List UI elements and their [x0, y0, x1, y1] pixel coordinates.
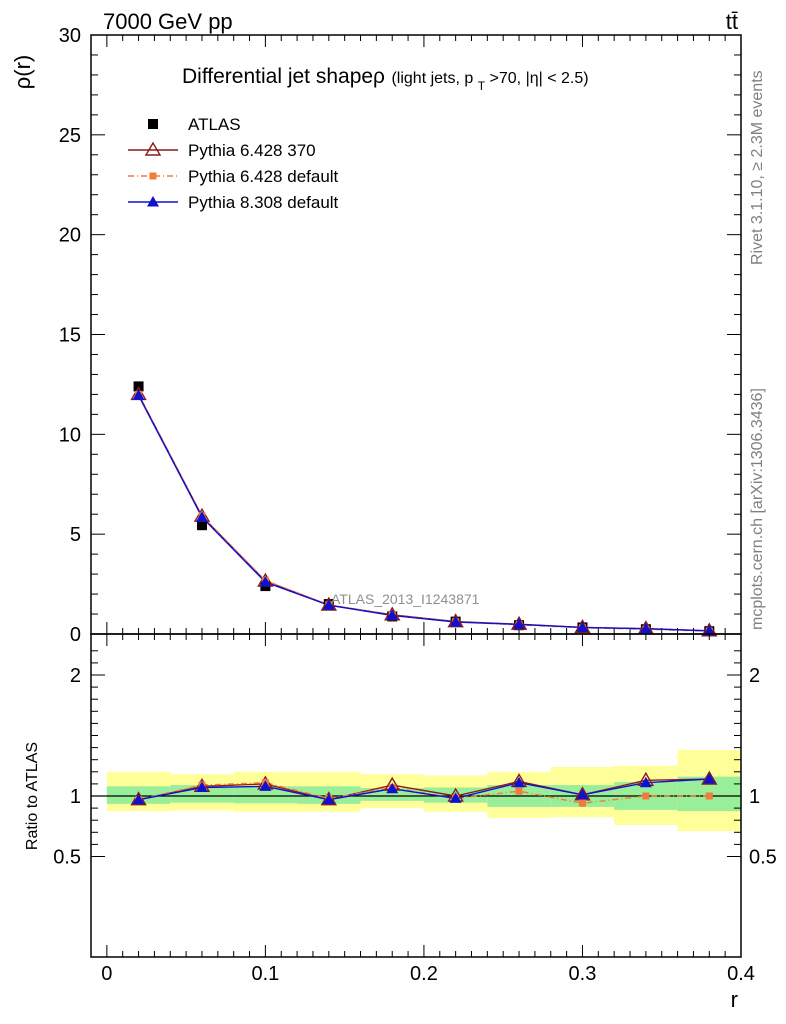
ratio-point	[513, 776, 526, 788]
ratio-point	[259, 780, 272, 791]
ratio-y-tick-label-right: 2	[749, 665, 760, 687]
y-tick-label: 15	[59, 325, 81, 347]
data-point-mc	[576, 621, 589, 632]
collision-label: 7000 GeV pp	[103, 9, 233, 34]
ratio-y-tick-label-right: 0.5	[749, 847, 777, 869]
x-tick-label: 0.4	[727, 963, 755, 985]
data-point-mc	[386, 609, 399, 620]
ratio-point	[132, 793, 145, 805]
legend-marker	[149, 172, 157, 180]
data-point-mc	[259, 576, 272, 587]
y-tick-label: 0	[70, 624, 81, 646]
mcplots-label: mcplots.cern.ch [arXiv:1306.3436]	[749, 388, 766, 630]
y-axis-label-main: ρ(r)	[10, 55, 35, 90]
ratio-point	[515, 787, 523, 795]
legend-label: Pythia 6.428 370	[188, 141, 316, 160]
data-point-mc	[513, 618, 526, 629]
legend-marker	[144, 141, 162, 156]
x-tick-label: 0.2	[410, 963, 438, 985]
process-label: tt̄	[726, 9, 738, 34]
legend: ATLAS Pythia 6.428 370 Pythia 6.428 defaul…	[128, 115, 339, 212]
data-point-mc	[195, 511, 208, 522]
data-point-mc	[132, 389, 145, 400]
y-tick-label: 5	[70, 524, 81, 546]
ratio-point	[642, 792, 650, 800]
ratio-point	[703, 773, 716, 784]
y-tick-label: 25	[59, 125, 81, 147]
y-tick-label: 30	[59, 25, 81, 47]
data-point-mc	[322, 599, 335, 610]
legend-label: Pythia 6.428 default	[188, 167, 339, 186]
ratio-point	[386, 782, 399, 794]
ratio-y-tick-label: 2	[70, 665, 81, 687]
y-tick-label: 10	[59, 424, 81, 446]
x-tick-label: 0	[101, 963, 112, 985]
chart-title: Differential jet shapeρ (light jets, p T…	[182, 65, 589, 94]
chart-title-sub: (light jets, p	[391, 70, 473, 87]
chart-title-sub-t: T	[478, 79, 486, 93]
ratio-panel: 0 0.1 0.2 0.3 0.4 0.5 0.5 1 1 2 2	[53, 633, 777, 985]
legend-marker	[147, 196, 159, 207]
legend-label: Pythia 8.308 default	[188, 193, 339, 212]
ratio-point	[322, 793, 335, 805]
data-point-mc	[703, 624, 716, 636]
ratio-y-tick-label: 1	[70, 786, 81, 808]
band-green	[233, 786, 298, 804]
ratio-y-tick-label: 0.5	[53, 847, 81, 869]
ratio-point	[639, 776, 652, 788]
x-tick-label: 0.3	[569, 963, 597, 985]
legend-label: ATLAS	[188, 115, 241, 134]
chart-title-main: Differential jet shapeρ	[182, 65, 385, 88]
legend-marker	[148, 119, 158, 129]
data-point-atlas	[196, 520, 207, 531]
series-line	[137, 395, 710, 632]
ratio-point	[449, 792, 462, 803]
ratio-point	[576, 788, 589, 800]
chart-title-sub-rest: >70, |η| < 2.5)	[490, 70, 589, 87]
rivet-version-label: Rivet 3.1.10, ≥ 2.3M events	[749, 70, 766, 265]
ratio-line	[138, 778, 710, 801]
main-panel: 0 5 10 15 20 25 30	[59, 25, 742, 646]
ratio-point	[705, 792, 713, 800]
data-point-mc	[639, 622, 652, 634]
analysis-watermark: ATLAS_2013_I1243871	[331, 591, 480, 607]
ratio-point	[195, 781, 208, 793]
y-axis-label-ratio: Ratio to ATLAS	[24, 742, 41, 850]
ratio-point	[578, 799, 586, 807]
x-tick-label: 0.1	[251, 963, 279, 985]
y-tick-label: 20	[59, 225, 81, 247]
ratio-line	[138, 778, 710, 801]
x-axis-label: r	[731, 987, 738, 1012]
ratio-point	[701, 770, 718, 785]
ratio-y-tick-label-right: 1	[749, 786, 760, 808]
data-point-mc	[449, 616, 462, 627]
